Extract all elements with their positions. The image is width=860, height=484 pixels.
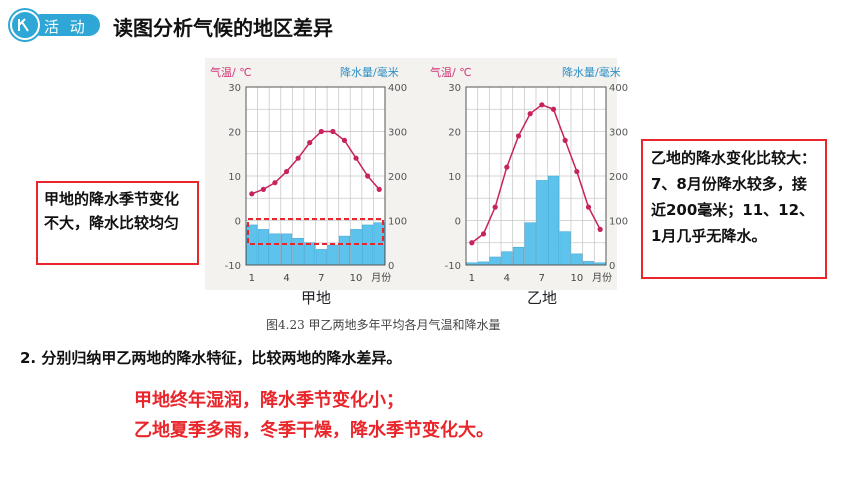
temp-tick-label: 10 — [448, 172, 461, 183]
precip-tick-label: 0 — [388, 261, 394, 272]
chart-title: 甲地 — [301, 289, 331, 307]
temperature-point — [550, 106, 557, 112]
month-tick-label: 1 — [249, 273, 255, 284]
temperature-point — [283, 168, 290, 175]
temp-tick-label: 30 — [228, 83, 241, 94]
month-tick-label: 4 — [283, 273, 289, 284]
temp-tick-label: 10 — [228, 172, 241, 183]
callout-yi: 乙地的降水变化比较大：7、8月份降水较多，接近200毫米；11、12、1月几乎无… — [641, 139, 827, 279]
precip-bar — [327, 244, 339, 266]
callout-jia: 甲地的降水季节变化不大，降水比较均匀 — [36, 181, 199, 265]
precip-tick-label: 400 — [388, 83, 407, 94]
temperature-point — [539, 102, 545, 108]
precip-bar — [292, 238, 304, 266]
temperature-point — [295, 155, 301, 161]
temperature-point — [597, 226, 603, 232]
precip-bar — [350, 229, 362, 266]
temperature-point — [562, 137, 568, 143]
precip-bar — [582, 261, 595, 266]
temp-axis-title: 气温/ ℃ — [430, 65, 472, 79]
answer-block: 甲地终年湿润，降水季节变化小； 乙地夏季多雨，冬季干燥，降水季节变化大。 — [134, 386, 494, 446]
precip-tick-label: 100 — [388, 217, 407, 228]
plot-frame — [465, 86, 607, 266]
precip-bar — [524, 222, 536, 266]
temperature-point — [469, 240, 475, 246]
temperature-point — [249, 191, 255, 197]
temperature-point — [353, 155, 359, 161]
answer-line-2: 乙地夏季多雨，冬季干燥，降水季节变化大。 — [134, 420, 494, 441]
precip-axis-title: 降水量/毫米 — [340, 65, 399, 79]
precip-tick-label: 300 — [388, 128, 407, 139]
temperature-point — [260, 186, 266, 192]
temperature-line — [471, 103, 601, 244]
temp-tick-label: 0 — [455, 217, 461, 228]
precip-bar — [281, 233, 293, 266]
month-tick-label: 7 — [539, 273, 545, 284]
month-unit-label: 月份 — [592, 272, 612, 284]
temperature-point — [574, 168, 580, 175]
precip-bar — [536, 180, 548, 266]
precip-bar — [257, 229, 269, 266]
figure-caption: 图4.23 甲乙两地多年平均各月气温和降水量 — [266, 318, 501, 332]
chart-title: 乙地 — [527, 289, 557, 307]
temperature-point — [341, 137, 348, 143]
month-tick-label: 4 — [504, 273, 510, 284]
activity-badge: 活 动 — [8, 8, 100, 42]
temperature-point — [272, 180, 278, 186]
highlight-box — [247, 218, 384, 245]
temp-tick-label: 0 — [235, 217, 241, 228]
temp-axis-title: 气温/ ℃ — [210, 65, 252, 79]
temp-tick-label: -10 — [445, 261, 461, 272]
precip-tick-label: 400 — [609, 83, 628, 94]
precip-tick-label: 300 — [609, 128, 628, 139]
temperature-point — [527, 111, 533, 117]
temperature-point — [515, 133, 522, 139]
precip-axis-title: 降水量/毫米 — [562, 65, 621, 79]
precip-bar — [547, 175, 560, 266]
question-text: 2. 分别归纳甲乙两地的降水特征，比较两地的降水差异。 — [20, 349, 402, 367]
precip-tick-label: 0 — [609, 261, 615, 272]
precip-bar — [512, 246, 525, 266]
temp-tick-label: -10 — [225, 261, 241, 272]
temperature-point — [307, 140, 313, 146]
precip-tick-label: 100 — [609, 217, 628, 228]
activity-icon — [8, 8, 42, 42]
precip-bar — [571, 253, 583, 266]
month-unit-label: 月份 — [371, 272, 391, 284]
page-title: 读图分析气候的地区差异 — [113, 16, 333, 40]
plot-frame — [245, 86, 386, 266]
temperature-point — [504, 164, 510, 170]
precip-bar — [304, 242, 316, 266]
temperature-point — [480, 231, 487, 237]
temperature-point — [585, 204, 592, 210]
temperature-point — [492, 204, 498, 210]
temp-tick-label: 20 — [448, 128, 461, 139]
temperature-point — [330, 128, 336, 135]
precip-bar — [501, 251, 513, 266]
month-tick-label: 10 — [570, 273, 583, 284]
temperature-point — [376, 186, 382, 192]
precip-bar — [489, 256, 501, 266]
temperature-point — [365, 173, 371, 179]
precip-bar — [315, 249, 327, 266]
month-tick-label: 7 — [318, 273, 324, 284]
precip-bar — [269, 233, 281, 266]
badge-pill — [30, 14, 100, 36]
badge-label: 活 动 — [44, 18, 88, 36]
month-tick-label: 1 — [469, 273, 475, 284]
precip-tick-label: 200 — [388, 172, 407, 183]
temperature-point — [318, 128, 324, 135]
precip-tick-label: 200 — [609, 172, 628, 183]
temp-tick-label: 20 — [228, 128, 241, 139]
month-tick-label: 10 — [350, 273, 363, 284]
temp-tick-label: 30 — [448, 83, 461, 94]
precip-bar — [338, 235, 350, 266]
precip-bar — [559, 231, 571, 266]
answer-line-1: 甲地终年湿润，降水季节变化小； — [134, 390, 404, 411]
